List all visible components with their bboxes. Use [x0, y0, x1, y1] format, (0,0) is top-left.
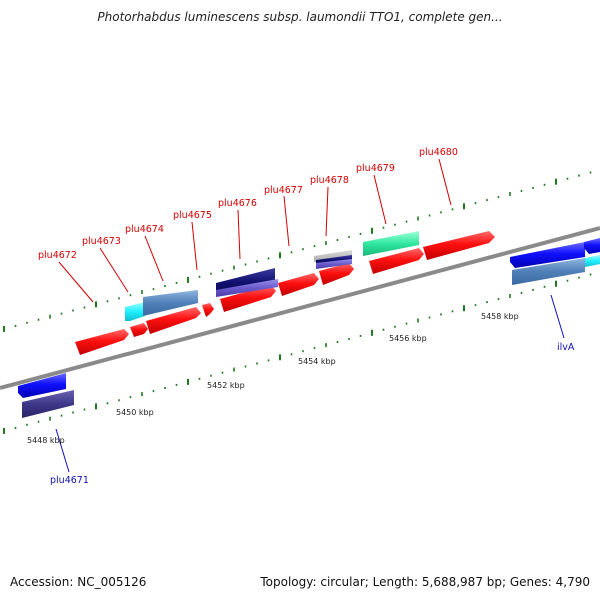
gene-ilvA-next-arrow — [584, 238, 600, 254]
gene-plu4680-arrow[interactable] — [423, 231, 495, 260]
gene-plu4671-arrow[interactable] — [18, 373, 66, 398]
gene-plu4677-arrow[interactable] — [278, 273, 319, 296]
gene-label-plu4675[interactable]: plu4675 — [173, 210, 212, 221]
gene-plu4673-arrow[interactable] — [130, 323, 148, 337]
gene-plu4676-arrow[interactable] — [220, 285, 276, 312]
feature-purple-block — [216, 279, 278, 297]
reverse-features — [18, 238, 600, 418]
gene-plu4678-arrow[interactable] — [319, 263, 354, 285]
scale-label-5448: 5448 kbp — [27, 436, 65, 445]
gene-label-plu4671[interactable]: plu4671 — [50, 475, 89, 486]
gene-label-plu4680[interactable]: plu4680 — [419, 147, 458, 158]
accession-text: Accession: NC_005126 — [10, 575, 147, 589]
scale-label-5458: 5458 kbp — [481, 312, 519, 321]
page-title: Photorhabdus luminescens subsp. laumondi… — [97, 10, 503, 24]
reverse-leader-lines — [55, 294, 565, 473]
gene-label-ilvA[interactable]: ilvA — [557, 342, 575, 353]
gene-label-plu4676[interactable]: plu4676 — [218, 198, 257, 209]
genome-backbone — [0, 226, 600, 390]
gene-ilvA-arrow[interactable] — [510, 242, 585, 268]
feature-green-block — [363, 231, 419, 256]
forward-features — [75, 231, 495, 355]
scale-label-5456: 5456 kbp — [389, 334, 427, 343]
gene-label-plu4673[interactable]: plu4673 — [82, 236, 121, 247]
scale-label-5454: 5454 kbp — [298, 357, 336, 366]
gene-label-plu4679[interactable]: plu4679 — [356, 163, 395, 174]
gene-label-plu4678[interactable]: plu4678 — [310, 175, 349, 186]
gene-label-plu4677[interactable]: plu4677 — [264, 185, 303, 196]
feature-ilvA-block — [512, 258, 585, 285]
gene-plu4672-arrow[interactable] — [75, 329, 129, 355]
forward-leader-lines — [58, 158, 452, 303]
genome-summary-text: Topology: circular; Length: 5,688,987 bp… — [260, 575, 590, 589]
feature-cyan-block — [125, 302, 145, 321]
gene-plu4679-arrow[interactable] — [369, 248, 424, 274]
feature-purple-small — [316, 259, 352, 269]
scale-label-5452: 5452 kbp — [207, 381, 245, 390]
feature-steel-block — [143, 290, 198, 316]
upper-tick-row — [3, 171, 592, 332]
feature-plu4671-block — [22, 390, 74, 418]
gene-plu4675-arrow[interactable] — [202, 303, 214, 317]
gene-label-plu4672[interactable]: plu4672 — [38, 250, 77, 261]
scale-label-5450: 5450 kbp — [116, 408, 154, 417]
lower-tick-row — [3, 273, 592, 434]
gene-plu4674-arrow[interactable] — [146, 307, 201, 334]
gene-label-plu4674[interactable]: plu4674 — [125, 224, 164, 235]
feature-ilvA-next-cyan — [585, 255, 600, 267]
